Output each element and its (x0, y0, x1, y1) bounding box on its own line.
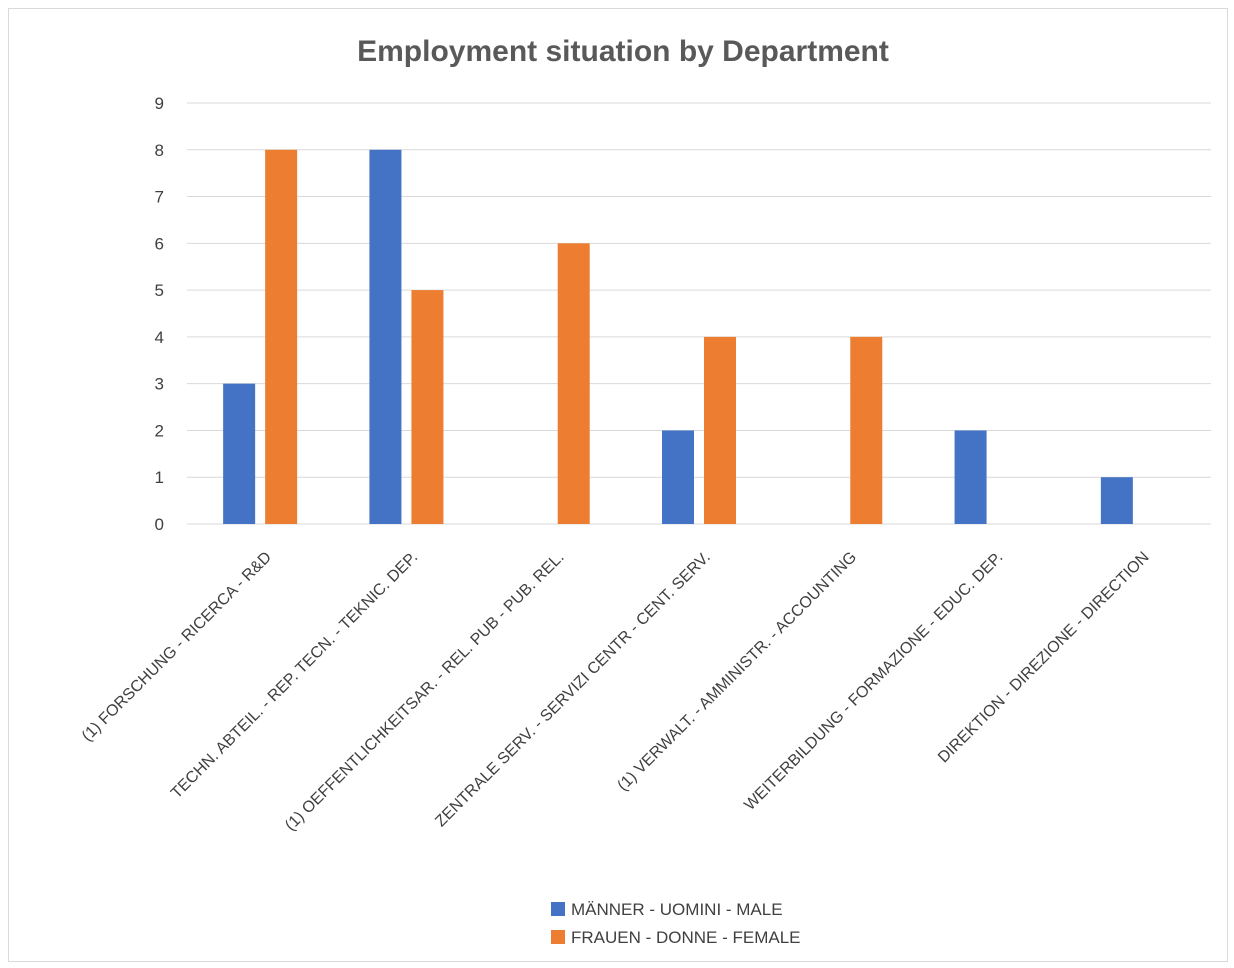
bar-female (850, 336, 883, 524)
y-tick-label: 0 (155, 515, 164, 534)
y-tick-label: 2 (155, 421, 164, 440)
y-axis-ticks: 0 1 2 3 4 5 6 7 8 9 (155, 94, 164, 534)
x-category-label: TECHN. ABTEIL. - REP. TECN. - TEKNIC. DE… (168, 549, 421, 802)
bar-female (411, 290, 444, 524)
bar-male (662, 430, 694, 524)
gridlines (187, 102, 1211, 525)
bar-female (557, 243, 590, 525)
legend-swatch (551, 902, 565, 916)
x-category-label: WEITERBILDUNG - FORMAZIONE - EDUC. DEP. (741, 549, 1006, 814)
bar-male (223, 383, 256, 524)
chart-title: Employment situation by Department (357, 35, 889, 68)
y-tick-label: 8 (155, 141, 164, 160)
y-tick-label: 1 (155, 468, 164, 487)
bar-chart: Employment situation by Department 0 1 2 3 4… (79, 35, 1211, 947)
x-category-label: ZENTRALE SERV. - SERVIZI CENTR - CENT. S… (432, 549, 714, 831)
y-tick-label: 6 (155, 234, 164, 253)
x-category-label: (1) OEFFENTLICHKEITSAR. - REL. PUB - PUB… (282, 549, 567, 834)
legend-swatch (551, 930, 565, 944)
legend-label: MÄNNER - UOMINI - MALE (571, 900, 783, 919)
bar-male (369, 149, 402, 524)
y-tick-label: 9 (155, 94, 164, 113)
y-tick-label: 3 (155, 375, 164, 394)
x-category-label: (1) VERWALT. - AMMINISTR. - ACCOUNTING (614, 549, 860, 795)
bars (223, 149, 1133, 525)
bar-female (704, 336, 736, 524)
y-tick-label: 4 (155, 328, 164, 347)
y-tick-label: 5 (155, 281, 164, 300)
y-tick-label: 7 (155, 188, 164, 207)
chart-frame: Employment situation by Department 0 1 2 3 4… (8, 8, 1228, 962)
legend-label: FRAUEN - DONNE - FEMALE (571, 928, 801, 947)
bar-female (265, 149, 298, 524)
legend: MÄNNER - UOMINI - MALE FRAUEN - DONNE - F… (551, 900, 801, 947)
bar-male (954, 430, 987, 524)
bar-male (1100, 477, 1133, 524)
